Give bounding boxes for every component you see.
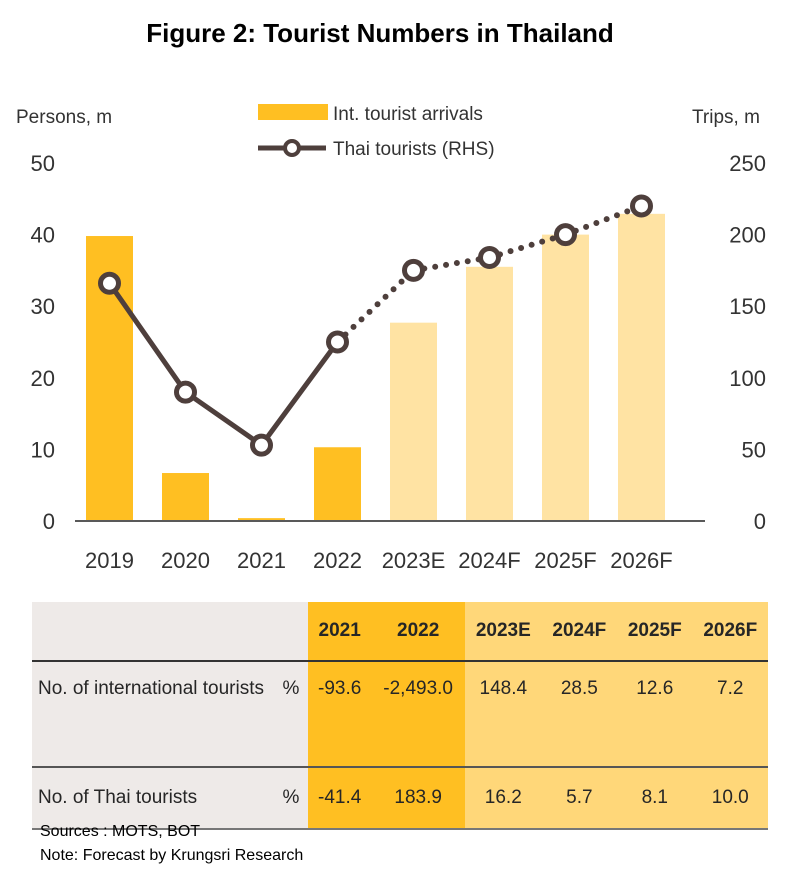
- chart-title: Figure 2: Tourist Numbers in Thailand: [146, 18, 614, 48]
- marker-2020: [174, 380, 197, 404]
- table-cell: -2,493.0: [371, 661, 465, 768]
- x-tick-label: 2024F: [458, 548, 520, 573]
- x-tick-label: 2026F: [610, 548, 672, 573]
- table-header-cell: [32, 602, 274, 662]
- bar-2023E: [390, 322, 437, 521]
- table-header-row: 2021 2022 2023E 2024F 2025F 2026F: [32, 602, 768, 662]
- x-tick-label: 2019: [85, 548, 134, 573]
- table-cell: 183.9: [371, 767, 465, 830]
- table-row: No. of international tourists % -93.6 -2…: [32, 661, 768, 768]
- footnotes: Sources : MOTS, BOT Note: Forecast by Kr…: [40, 820, 303, 868]
- table-cell: 12.6: [617, 661, 693, 768]
- table-cell: 8.1: [617, 767, 693, 830]
- x-tick-label: 2021: [237, 548, 286, 573]
- line-segment-forecast: [410, 254, 493, 274]
- x-tick-label: 2023E: [382, 548, 446, 573]
- chart-area: 0 10 20 30 40 50 0 50 100 150 200 250 2019 2020 2021 20…: [16, 104, 766, 573]
- table-cell: 7.2: [692, 661, 768, 768]
- legend-bar-label: Int. tourist arrivals: [333, 104, 483, 125]
- row-unit: %: [274, 767, 308, 830]
- line-segment: [107, 280, 188, 395]
- marker-2026F: [630, 194, 653, 218]
- right-axis-label: Trips, m: [692, 107, 760, 128]
- table-header-cell: 2023E: [464, 602, 542, 662]
- line-segment-forecast: [334, 267, 417, 345]
- table-header-cell: 2024F: [541, 602, 618, 662]
- table-cell: 148.4: [464, 661, 542, 768]
- growth-table: 2021 2022 2023E 2024F 2025F 2026F No. of…: [32, 602, 768, 830]
- marker-2019: [98, 271, 121, 295]
- bar-2022: [314, 447, 361, 521]
- line-segment-forecast: [486, 231, 569, 261]
- right-tick-label: 0: [754, 509, 766, 534]
- row-label: No. of international tourists: [32, 661, 274, 768]
- row-label: No. of Thai tourists: [32, 767, 274, 830]
- legend-line-label: Thai tourists (RHS): [333, 139, 495, 160]
- bar-2024F: [466, 266, 513, 521]
- x-tick-label: 2020: [161, 548, 210, 573]
- right-tick-label: 200: [729, 223, 766, 248]
- marker-2025F: [554, 223, 577, 247]
- x-tick-label: 2025F: [534, 548, 596, 573]
- table-header-cell: 2022: [371, 602, 465, 662]
- legend-line-marker: [283, 139, 301, 157]
- left-tick-label: 30: [31, 294, 55, 319]
- marker-2022: [326, 330, 349, 354]
- table-cell: -93.6: [308, 661, 372, 768]
- bar-2020: [162, 473, 209, 521]
- right-tick-label: 250: [729, 151, 766, 176]
- line-segment-forecast: [562, 202, 645, 238]
- right-tick-label: 150: [729, 294, 766, 319]
- table-cell: 10.0: [692, 767, 768, 830]
- row-unit: %: [274, 661, 308, 768]
- table-row: No. of Thai tourists % -41.4 183.9 16.2 …: [32, 767, 768, 830]
- x-tick-label: 2022: [313, 548, 362, 573]
- table-cell: 28.5: [541, 661, 618, 768]
- sources-note: Sources : MOTS, BOT: [40, 823, 201, 840]
- table-header-cell: [274, 602, 308, 662]
- left-axis-label: Persons, m: [16, 107, 112, 128]
- marker-2021: [250, 433, 273, 457]
- legend-bar-swatch: [258, 104, 328, 120]
- table-cell: 16.2: [464, 767, 542, 830]
- table-cell: 5.7: [541, 767, 618, 830]
- left-tick-label: 10: [31, 437, 55, 462]
- marker-2023E: [402, 258, 425, 282]
- left-tick-label: 40: [31, 223, 55, 248]
- table-header-cell: 2021: [308, 602, 372, 662]
- right-tick-label: 50: [742, 437, 766, 462]
- left-tick-label: 20: [31, 366, 55, 391]
- line-segment: [183, 389, 264, 448]
- left-tick-label: 0: [43, 509, 55, 534]
- line-segment: [259, 339, 340, 448]
- marker-2024F: [478, 246, 501, 270]
- forecast-note: Note: Forecast by Krungsri Research: [40, 847, 304, 864]
- bar-2021: [238, 518, 285, 521]
- table-cell: -41.4: [308, 767, 372, 830]
- bar-2026F: [618, 213, 665, 521]
- left-tick-label: 50: [31, 151, 55, 176]
- bar-2025F: [542, 234, 589, 521]
- table-header-cell: 2025F: [617, 602, 693, 662]
- right-tick-label: 100: [729, 366, 766, 391]
- table-header-cell: 2026F: [692, 602, 768, 662]
